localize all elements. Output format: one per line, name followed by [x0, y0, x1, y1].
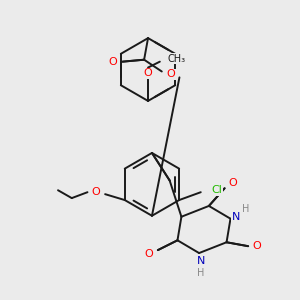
Text: O: O [166, 69, 175, 80]
Text: O: O [91, 187, 100, 197]
Text: O: O [145, 249, 153, 259]
Text: O: O [253, 241, 261, 251]
Text: CH₃: CH₃ [168, 54, 186, 64]
Text: O: O [228, 178, 237, 188]
Text: O: O [144, 68, 152, 78]
Text: Cl: Cl [211, 185, 222, 195]
Text: H: H [242, 204, 250, 214]
Text: H: H [197, 268, 205, 278]
Text: N: N [197, 256, 205, 266]
Text: N: N [232, 212, 241, 222]
Text: O: O [108, 57, 117, 67]
